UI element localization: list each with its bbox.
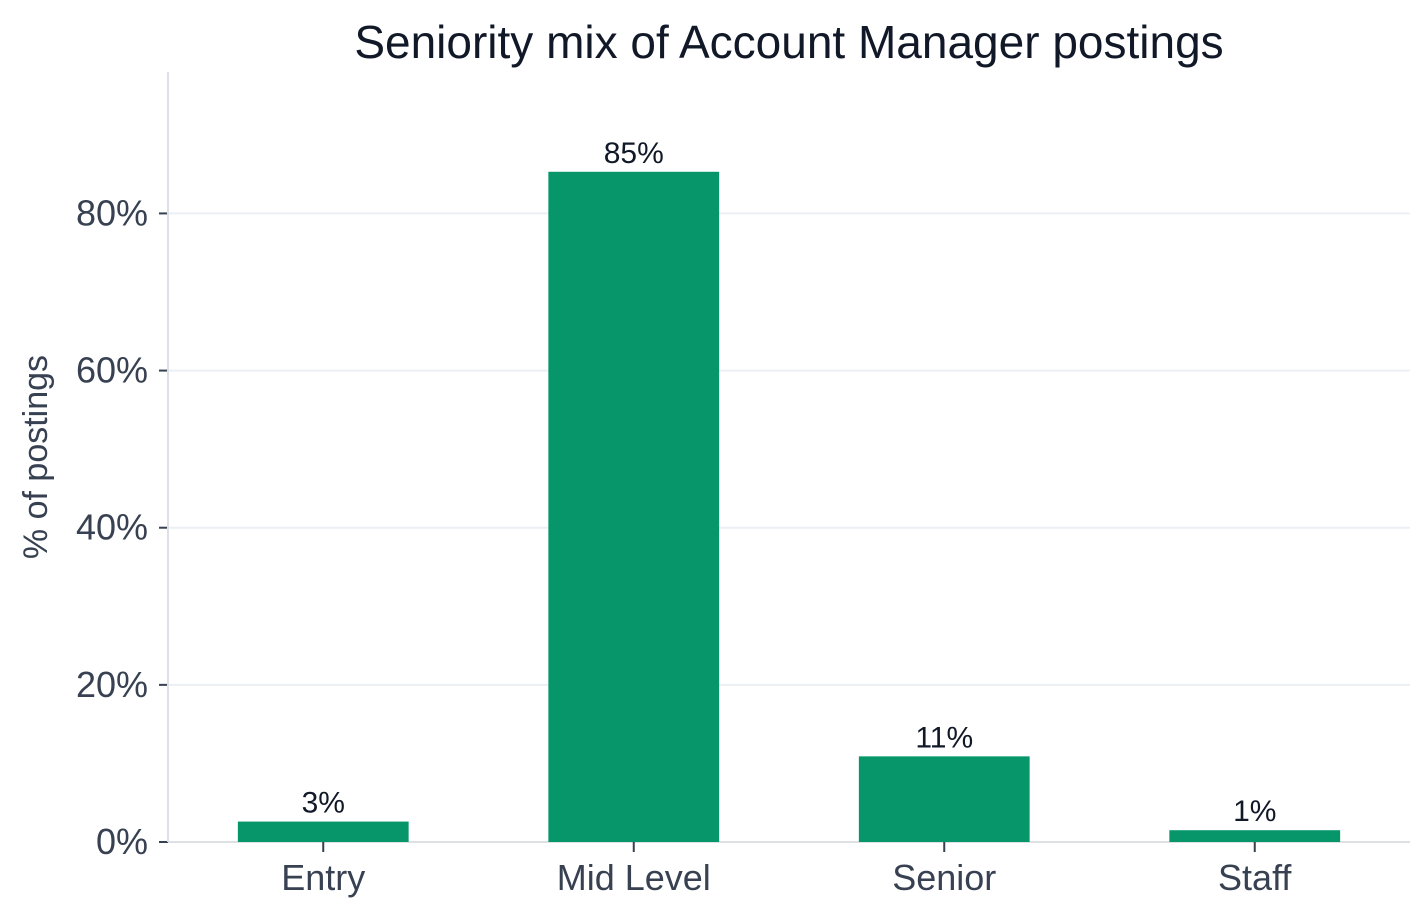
x-tick-label: Entry <box>281 857 365 898</box>
y-tick-label: 40% <box>76 507 148 548</box>
chart-title: Seniority mix of Account Manager posting… <box>354 16 1223 68</box>
y-tick-label: 0% <box>96 821 148 862</box>
y-tick-label: 20% <box>76 664 148 705</box>
y-tick-label: 80% <box>76 192 148 233</box>
bar-entry <box>237 821 409 842</box>
bars <box>237 171 1341 843</box>
bar-senior <box>858 756 1030 842</box>
bar-value-label: 3% <box>302 787 345 820</box>
x-tick-label: Staff <box>1218 857 1292 898</box>
grid-lines <box>168 212 1410 686</box>
y-axis-label: % of postings <box>17 355 55 559</box>
bar-mid-level <box>548 171 720 843</box>
labels: 0% 20% 40% 60% 80% Entry 3% Mid Level 85% Senior 1… <box>76 137 1293 898</box>
bar-value-label: 85% <box>604 137 664 170</box>
y-tick-label: 60% <box>76 350 148 391</box>
x-tick-label: Senior <box>892 857 996 898</box>
bar-staff <box>1169 830 1341 842</box>
axes <box>159 72 1410 852</box>
bar-value-label: 1% <box>1233 795 1276 828</box>
bar-value-label: 11% <box>915 721 973 754</box>
x-tick-label: Mid Level <box>557 857 711 898</box>
